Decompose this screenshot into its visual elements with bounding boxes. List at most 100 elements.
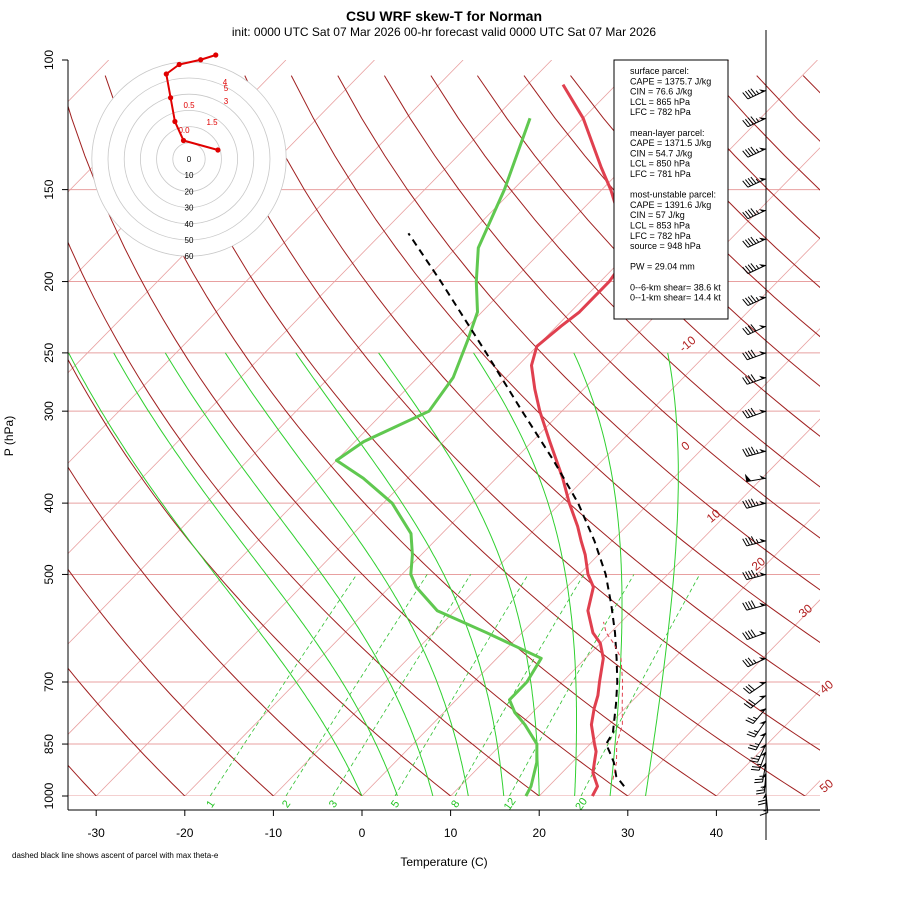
hodograph-point [163, 71, 169, 77]
wind-barb [742, 600, 767, 611]
moist-adiabat-16 [295, 352, 505, 796]
wind-barb [749, 743, 767, 763]
wind-barb-tip [759, 538, 766, 542]
wind-barb-staff [746, 604, 767, 611]
dry-adiabat-170 [709, 75, 820, 191]
parcel-info-line: LFC = 781 hPa [630, 169, 691, 179]
wind-barb [743, 681, 767, 694]
footnote: dashed black line shows ascent of parcel… [12, 851, 219, 860]
wind-barb-tip [759, 720, 766, 724]
wind-barb-full [742, 120, 749, 128]
parcel-info-line: LFC = 782 hPa [630, 107, 691, 117]
wind-barb-full [742, 602, 748, 611]
y-tick-label: 850 [42, 734, 56, 754]
wind-barb-half [753, 716, 758, 720]
x-tick-label: -10 [265, 826, 283, 840]
isotherm--20 [184, 147, 820, 796]
wind-barb-full [747, 296, 754, 304]
mixing-ratio-12 [509, 574, 635, 796]
wind-barb-full [745, 326, 751, 334]
dry-adiabat-20 [68, 241, 541, 796]
wind-barb [747, 732, 767, 751]
parcel-info-line: CIN = 76.6 J/kg [630, 87, 692, 97]
wind-barb-half [755, 572, 759, 577]
wind-barb-half [755, 210, 760, 214]
wind-barb-full [745, 537, 751, 546]
wind-barb [742, 349, 767, 361]
hodograph-ring [139, 110, 238, 208]
wind-barb-full [750, 349, 757, 357]
wind-barb-full [751, 766, 761, 768]
wind-barb-full [745, 448, 751, 456]
isotherm--50 [68, 60, 641, 645]
x-tick-label: 40 [710, 826, 724, 840]
wind-barb-column [742, 30, 769, 840]
moist-adiabat-12 [224, 352, 469, 796]
hodograph-point [213, 52, 219, 58]
wind-barb-tip [758, 325, 766, 328]
wind-barb-full [742, 92, 749, 100]
wind-barb-tip [758, 147, 766, 151]
wind-barb-staff [747, 352, 767, 361]
wind-barb-half [755, 449, 759, 454]
temperature-line [530, 83, 626, 797]
wind-barb-half [754, 743, 760, 746]
mixing-ratio-20 [580, 574, 701, 796]
mixing-ratio-1 [209, 574, 358, 796]
wind-barb-full [742, 377, 748, 385]
wind-barb-full [744, 409, 751, 418]
x-axis-ticks: -30 -20 -10 0 10 20 30 40 [88, 810, 724, 840]
isotherm-30 [627, 599, 820, 796]
hodograph-ring [123, 93, 255, 225]
parcel-info-line: CAPE = 1391.6 J/kg [630, 200, 711, 210]
wind-barb [743, 695, 767, 709]
wind-barb-tip [758, 264, 766, 267]
wind-barb [742, 263, 767, 275]
mixing-ratio-label: 3 [327, 798, 340, 810]
wind-barb-staff [763, 772, 767, 793]
parcel-info-line: 0--6-km shear= 38.6 kt [630, 282, 721, 292]
dry-adiabat-80 [290, 75, 820, 644]
wind-barb-tip [759, 732, 766, 737]
wind-barb-half [753, 730, 759, 733]
wind-barb-full [747, 238, 754, 246]
wind-barb-full [742, 240, 749, 248]
isotherm-label: 0 [678, 438, 692, 453]
wind-barb-tip [758, 117, 766, 120]
wind-barb [750, 751, 767, 771]
mixing-ratio-label: 1 [204, 798, 217, 810]
x-tick-label: 10 [444, 826, 458, 840]
wind-barb [742, 498, 767, 509]
x-tick-label: -30 [88, 826, 106, 840]
wind-barb-full [750, 88, 757, 96]
wind-barb-full [745, 658, 751, 666]
parcel-info-line: LCL = 850 hPa [630, 159, 690, 169]
wind-barb-tip [758, 375, 766, 379]
wind-barb-full [746, 701, 754, 707]
wind-barb-half [755, 118, 760, 122]
wind-barb-full [750, 146, 757, 154]
dry-adiabat-190 [802, 75, 820, 94]
dry-adiabat-10 [68, 358, 452, 796]
wind-barb-full [747, 177, 754, 185]
hodograph-height-label: 0.5 [183, 101, 195, 110]
hodograph-point [198, 57, 204, 63]
y-tick-label: 1000 [42, 782, 56, 809]
wind-barb-staff [747, 325, 767, 336]
wind-barb-full [748, 601, 753, 609]
isotherm-10 [450, 418, 820, 796]
parcel-info-line: CIN = 54.7 J/kg [630, 148, 692, 158]
wind-barb-full [742, 410, 748, 419]
dry-adiabat-100 [383, 75, 820, 539]
wind-barb-full [750, 600, 756, 608]
wind-barb-full [747, 747, 757, 751]
hodograph-ring [156, 126, 222, 192]
dry-adiabat-70 [244, 75, 820, 697]
wind-barb [742, 146, 767, 158]
wind-barb-half [755, 178, 760, 183]
hodograph-point [176, 61, 182, 68]
wind-barb-full [742, 448, 748, 457]
wind-barb-full [747, 408, 754, 417]
wind-barb [742, 629, 767, 641]
wind-barb [742, 176, 767, 188]
